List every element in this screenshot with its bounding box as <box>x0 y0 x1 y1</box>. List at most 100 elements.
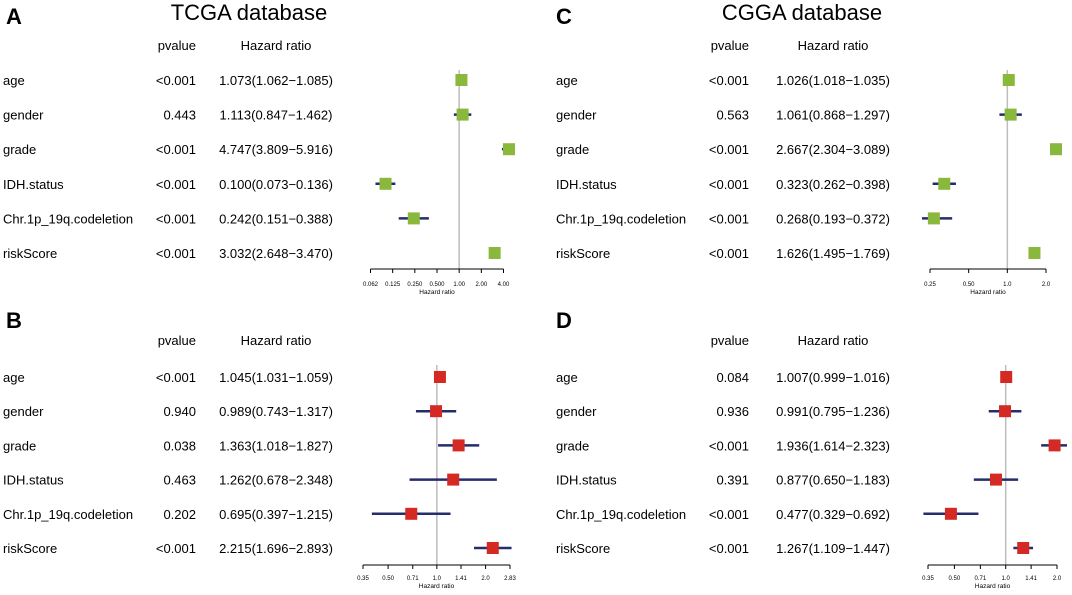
panel-a-row: age <0.001 1.073(1.062−1.085) <box>3 73 468 88</box>
panel-c-letter: C <box>556 4 572 29</box>
row-pvalue: 0.202 <box>163 507 196 522</box>
panel-a-row: grade <0.001 4.747(3.809−5.916) <box>3 142 515 157</box>
hr-marker <box>452 439 465 452</box>
panel-a-letter: A <box>6 4 22 29</box>
x-tick-label: 0.50 <box>382 576 394 582</box>
row-pvalue: <0.001 <box>156 541 196 556</box>
hr-marker <box>1000 371 1013 383</box>
x-tick-label: 1.41 <box>455 576 467 582</box>
row-pvalue: <0.001 <box>709 177 749 192</box>
x-tick-label: 0.50 <box>949 576 961 582</box>
x-tick-label: 1.00 <box>453 282 465 288</box>
row-pvalue: <0.001 <box>709 438 749 453</box>
panel-a-pvalue-header: pvalue <box>158 38 196 53</box>
row-label: IDH.status <box>3 473 64 488</box>
row-label: Chr.1p_19q.codeletion <box>556 211 686 226</box>
row-hazard-ratio: 1.267(1.109−1.447) <box>776 541 890 556</box>
row-pvalue: <0.001 <box>709 541 749 556</box>
row-label: gender <box>3 108 44 123</box>
hr-marker <box>1002 74 1015 86</box>
row-hazard-ratio: 1.026(1.018−1.035) <box>776 73 890 88</box>
row-label: riskScore <box>556 541 610 556</box>
row-hazard-ratio: 1.007(0.999−1.016) <box>776 370 890 385</box>
panel-b-row: age <0.001 1.045(1.031−1.059) <box>3 370 446 385</box>
row-hazard-ratio: 4.747(3.809−5.916) <box>219 142 333 157</box>
panel-d-pvalue-header: pvalue <box>711 333 749 348</box>
row-label: Chr.1p_19q.codeletion <box>3 211 133 226</box>
row-label: grade <box>556 438 589 453</box>
row-pvalue: <0.001 <box>156 73 196 88</box>
hr-marker <box>1028 247 1041 259</box>
row-label: grade <box>556 142 589 157</box>
panel-c-row: IDH.status <0.001 0.323(0.262−0.398) <box>556 177 956 192</box>
panel-c-x-axis-label: Hazard ratio <box>970 289 1006 296</box>
panel-d-x-axis: 0.35 0.50 0.71 1.0 1.41 2.0 Hazard ratio <box>922 564 1062 590</box>
hr-marker <box>989 473 1002 486</box>
row-hazard-ratio: 2.667(2.304−3.089) <box>776 142 890 157</box>
row-hazard-ratio: 2.215(1.696−2.893) <box>219 541 333 556</box>
panel-d-row: grade <0.001 1.936(1.614−2.323) <box>556 438 1067 453</box>
panel-a-title: TCGA database <box>171 0 328 25</box>
x-tick-label: 0.25 <box>924 282 936 288</box>
panel-c-row: riskScore <0.001 1.626(1.495−1.769) <box>556 246 1041 261</box>
panel-a: A TCGA database pvalue Hazard ratio age <0.00… <box>3 0 515 296</box>
panel-c: C CGGA database pvalue Hazard ratio age <0.00… <box>556 0 1062 296</box>
panel-b-x-axis-label: Hazard ratio <box>419 583 455 590</box>
panel-c-row: Chr.1p_19q.codeletion <0.001 0.268(0.193−0… <box>556 211 953 226</box>
hr-marker <box>455 74 468 86</box>
x-tick-label: 4.00 <box>498 282 510 288</box>
x-tick-label: 0.35 <box>922 576 934 582</box>
row-hazard-ratio: 0.877(0.650−1.183) <box>776 473 890 488</box>
row-pvalue: <0.001 <box>156 246 196 261</box>
panel-b-row: IDH.status 0.463 1.262(0.678−2.348) <box>3 473 497 488</box>
row-hazard-ratio: 0.100(0.073−0.136) <box>219 177 333 192</box>
row-label: riskScore <box>3 541 57 556</box>
panel-d-row: Chr.1p_19q.codeletion <0.001 0.477(0.329−0… <box>556 507 979 522</box>
x-tick-label: 0.500 <box>429 282 445 288</box>
x-tick-label: 0.50 <box>963 282 975 288</box>
x-tick-label: 1.0 <box>1002 576 1011 582</box>
row-hazard-ratio: 0.242(0.151−0.388) <box>219 211 333 226</box>
panel-d-row: IDH.status 0.391 0.877(0.650−1.183) <box>556 473 1019 488</box>
row-pvalue: <0.001 <box>156 211 196 226</box>
hr-marker <box>1048 439 1061 452</box>
panel-b-letter: B <box>6 308 22 333</box>
panel-c-pvalue-header: pvalue <box>711 38 749 53</box>
panel-c-hr-header: Hazard ratio <box>798 38 869 53</box>
row-label: age <box>3 370 25 385</box>
panel-a-row: IDH.status <0.001 0.100(0.073−0.136) <box>3 177 396 192</box>
hr-marker <box>433 371 446 383</box>
hr-marker <box>938 177 951 190</box>
row-pvalue: <0.001 <box>709 211 749 226</box>
panel-b-row: grade 0.038 1.363(1.018−1.827) <box>3 438 480 453</box>
row-pvalue: 0.463 <box>163 473 196 488</box>
panel-a-row: gender 0.443 1.113(0.847−1.462) <box>3 108 472 123</box>
row-label: gender <box>556 404 597 419</box>
hr-marker <box>405 507 418 520</box>
row-pvalue: 0.940 <box>163 404 196 419</box>
panel-c-x-axis: 0.25 0.50 1.0 2.0 Hazard ratio <box>924 268 1051 296</box>
row-label: grade <box>3 142 36 157</box>
panel-b-x-axis: 0.35 0.50 0.71 1.0 1.41 2.0 2.83 Hazard ratio <box>357 564 516 590</box>
x-tick-label: 2.00 <box>475 282 487 288</box>
row-label: Chr.1p_19q.codeletion <box>556 507 686 522</box>
x-tick-label: 0.71 <box>975 576 987 582</box>
panel-b-row: gender 0.940 0.989(0.743−1.317) <box>3 404 457 419</box>
hr-marker <box>456 108 469 121</box>
row-hazard-ratio: 1.113(0.847−1.462) <box>220 108 333 123</box>
x-tick-label: 0.71 <box>407 576 419 582</box>
row-label: riskScore <box>556 246 610 261</box>
row-pvalue: <0.001 <box>156 142 196 157</box>
panel-b-row: riskScore <0.001 2.215(1.696−2.893) <box>3 541 512 556</box>
row-hazard-ratio: 1.626(1.495−1.769) <box>776 246 890 261</box>
row-pvalue: <0.001 <box>156 370 196 385</box>
row-hazard-ratio: 1.045(1.031−1.059) <box>219 370 333 385</box>
row-label: grade <box>3 438 36 453</box>
row-pvalue: <0.001 <box>709 507 749 522</box>
panel-d-x-axis-label: Hazard ratio <box>975 583 1011 590</box>
row-hazard-ratio: 0.268(0.193−0.372) <box>776 211 890 226</box>
hr-marker <box>1017 542 1030 554</box>
row-hazard-ratio: 1.936(1.614−2.323) <box>776 438 890 453</box>
panel-c-row: age <0.001 1.026(1.018−1.035) <box>556 73 1015 88</box>
